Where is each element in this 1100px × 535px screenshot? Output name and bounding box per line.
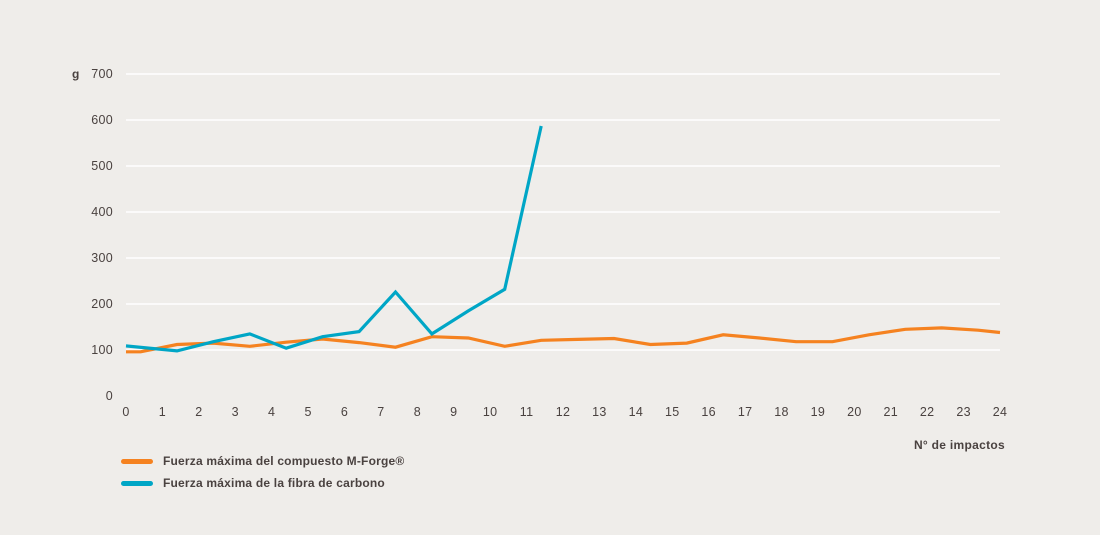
x-tick-label: 3 — [232, 405, 239, 419]
x-tick-label: 24 — [993, 405, 1008, 419]
x-tick-label: 8 — [414, 405, 421, 419]
x-axis-label: N° de impactos — [914, 438, 1005, 452]
series-line-1 — [125, 125, 543, 353]
y-tick-label: 500 — [91, 159, 113, 173]
legend-item-mforge: Fuerza máxima del compuesto M-Forge® — [121, 450, 404, 472]
x-tick-label: 22 — [920, 405, 935, 419]
x-tick-label: 23 — [956, 405, 971, 419]
y-tick-label: 0 — [106, 389, 113, 403]
x-tick-label: 16 — [701, 405, 716, 419]
legend: Fuerza máxima del compuesto M-Forge® Fue… — [121, 450, 404, 494]
legend-item-carbon-fiber: Fuerza máxima de la fibra de carbono — [121, 472, 404, 494]
x-tick-label: 9 — [450, 405, 457, 419]
x-tick-label: 21 — [883, 405, 898, 419]
x-tick-label: 11 — [520, 405, 534, 419]
y-tick-label: 200 — [91, 297, 113, 311]
legend-label-carbon-fiber: Fuerza máxima de la fibra de carbono — [163, 476, 385, 490]
x-tick-label: 13 — [592, 405, 607, 419]
x-tick-label: 4 — [268, 405, 275, 419]
x-tick-label: 17 — [738, 405, 753, 419]
y-axis-label: g — [72, 67, 79, 81]
y-tick-label: 600 — [91, 113, 113, 127]
x-tick-label: 1 — [159, 405, 166, 419]
x-tick-label: 15 — [665, 405, 680, 419]
legend-label-mforge: Fuerza máxima del compuesto M-Forge® — [163, 454, 405, 468]
x-tick-label: 20 — [847, 405, 862, 419]
x-tick-label: 5 — [304, 405, 311, 419]
x-tick-label: 10 — [483, 405, 498, 419]
x-tick-label: 6 — [341, 405, 348, 419]
x-tick-label: 2 — [195, 405, 202, 419]
legend-swatch-mforge — [121, 458, 153, 464]
x-tick-label: 18 — [774, 405, 789, 419]
y-tick-label: 700 — [91, 67, 113, 81]
y-tick-label: 300 — [91, 251, 113, 265]
x-tick-label: 0 — [122, 405, 129, 419]
y-tick-label: 100 — [91, 343, 113, 357]
x-tick-label: 19 — [811, 405, 826, 419]
y-tick-label: 400 — [91, 205, 113, 219]
x-tick-label: 14 — [629, 405, 644, 419]
x-tick-label: 7 — [377, 405, 384, 419]
y-tick-labels: 0 100 200 300 400 500 600 700 — [91, 67, 113, 403]
series-line-0 — [126, 326, 1001, 354]
legend-swatch-carbon-fiber — [121, 480, 153, 486]
gridlines — [126, 73, 1000, 351]
series-lines — [125, 125, 1001, 354]
x-tick-labels: 0 1 2 3 4 5 6 7 8 9 10 11 12 13 14 15 16 17 18 19 20 21 22 23 24 — [122, 405, 1007, 419]
x-tick-label: 12 — [556, 405, 571, 419]
